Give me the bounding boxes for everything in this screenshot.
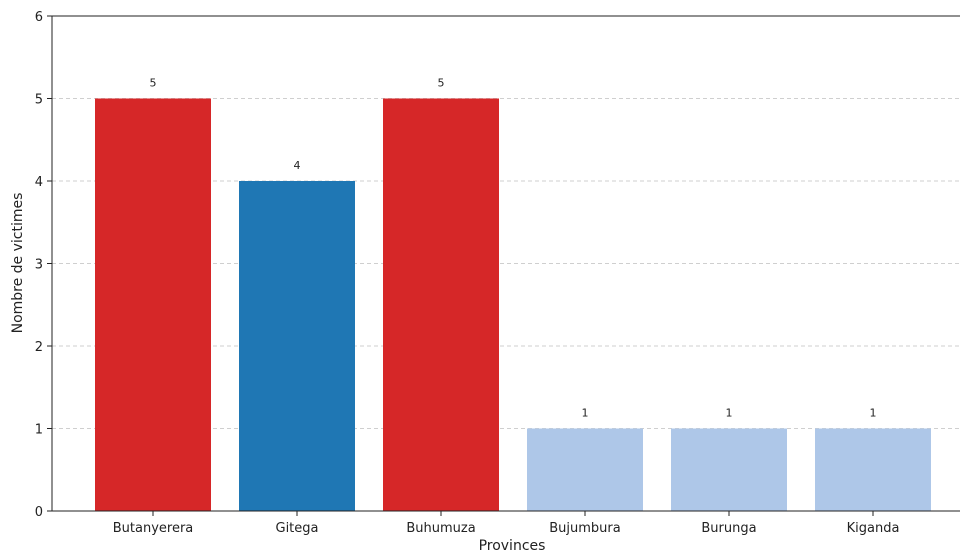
- bar-burunga: [671, 428, 787, 511]
- x-tick-label: Gitega: [276, 521, 319, 536]
- x-tick-label: Bujumbura: [549, 521, 620, 536]
- y-tick-label: 2: [35, 340, 43, 355]
- y-tick-label: 1: [35, 423, 43, 438]
- bars: [95, 98, 931, 511]
- bar-value-label: 1: [582, 407, 589, 420]
- bar-value-label: 1: [726, 407, 733, 420]
- x-axis-title: Provinces: [479, 538, 546, 554]
- y-tick-label: 4: [35, 175, 43, 190]
- y-ticks: 0 1 2 3 4 5 6: [35, 10, 52, 520]
- x-tick-label: Kiganda: [847, 521, 900, 536]
- bar-value-label: 5: [150, 77, 157, 90]
- y-tick-label: 6: [35, 10, 43, 25]
- bar-buhumuza: [383, 98, 499, 511]
- x-tick-label: Butanyerera: [113, 521, 194, 536]
- x-tick-label: Buhumuza: [406, 521, 475, 536]
- bar-value-label: 4: [294, 159, 301, 172]
- bar-value-label: 1: [870, 407, 877, 420]
- bar-value-label: 5: [438, 77, 445, 90]
- bar-bujumbura: [527, 428, 643, 511]
- y-tick-label: 5: [35, 93, 43, 108]
- bar-labels: 5 4 5 1 1 1: [150, 77, 877, 420]
- x-ticks: Butanyerera Gitega Buhumuza Bujumbura Burung…: [113, 511, 900, 536]
- bar-gitega: [239, 181, 355, 511]
- gridlines: [52, 98, 960, 429]
- y-axis-title: Nombre de victimes: [10, 193, 26, 334]
- y-tick-label: 3: [35, 258, 43, 273]
- bar-butanyerera: [95, 98, 211, 511]
- bar-kiganda: [815, 428, 931, 511]
- x-tick-label: Burunga: [701, 521, 756, 536]
- y-tick-label: 0: [35, 505, 43, 520]
